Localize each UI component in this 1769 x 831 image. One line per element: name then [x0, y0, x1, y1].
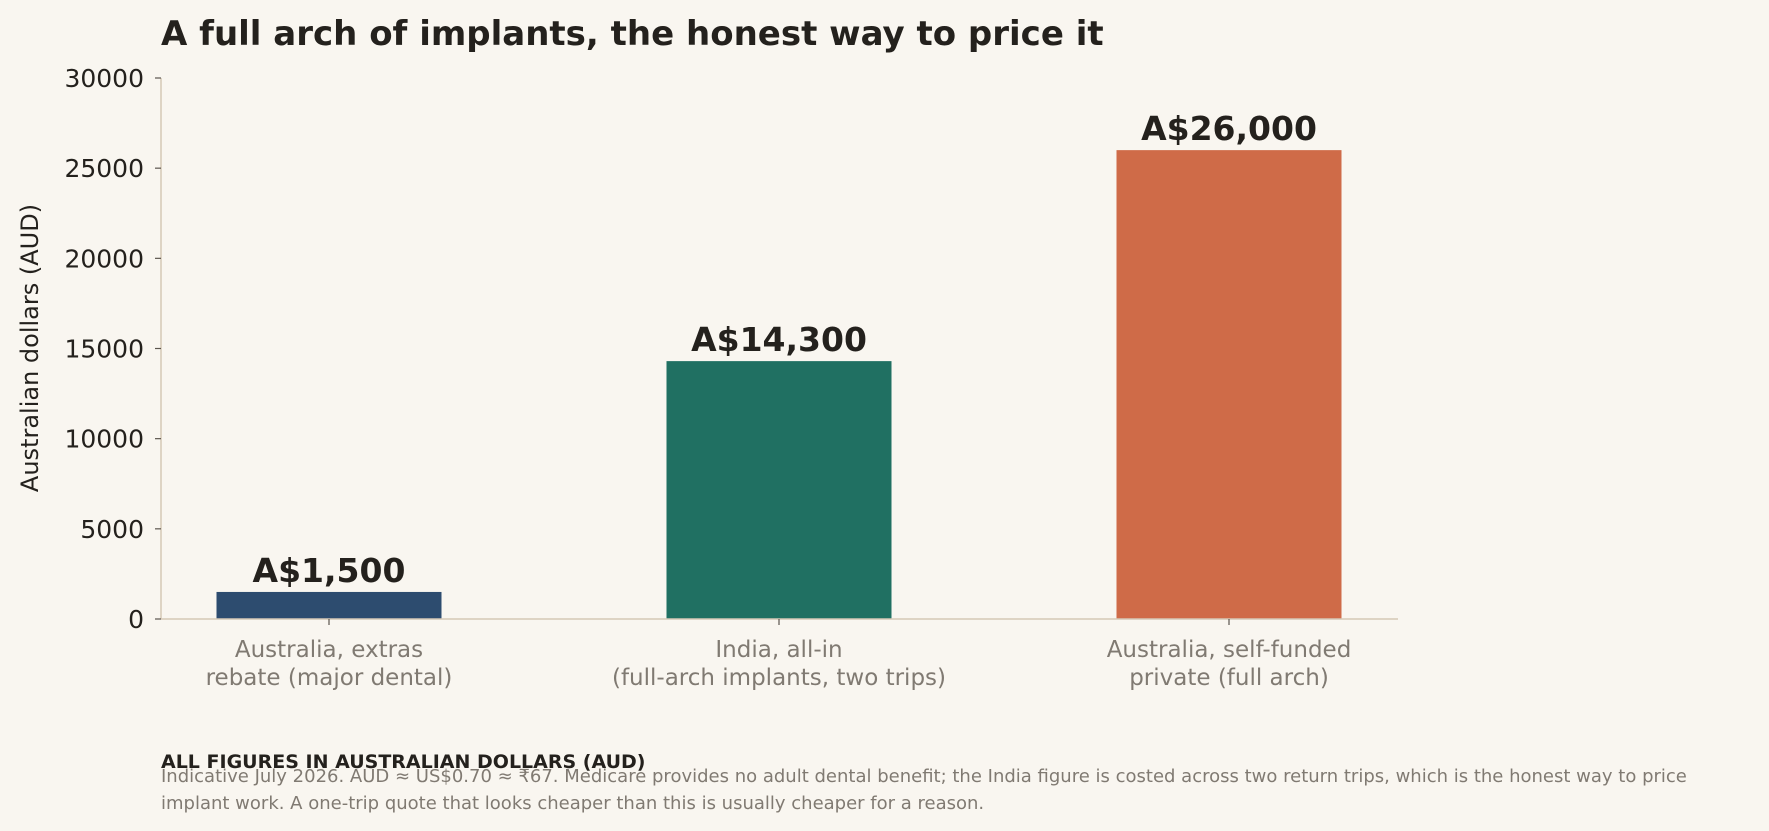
y-tick-label: 25000 — [64, 154, 144, 183]
y-tick-label: 30000 — [64, 64, 144, 93]
bars: A$1,500 A$14,300 A$26,000 — [216, 109, 1342, 619]
bar-value-label: A$1,500 — [253, 551, 406, 590]
footer-note: Indicative July 2026. AUD ≈ US$0.70 ≈ ₹6… — [161, 766, 1687, 814]
footer-heading: ALL FIGURES IN AUSTRALIAN DOLLARS (AUD) — [161, 751, 646, 773]
y-tick-label: 0 — [128, 605, 144, 634]
y-tick-label: 20000 — [64, 244, 144, 273]
y-tick-label: 5000 — [80, 515, 144, 544]
y-tick-label: 15000 — [64, 335, 144, 364]
x-tick-label: Australia, extras rebate (major dental) — [206, 637, 453, 691]
bar — [666, 361, 892, 619]
bar — [1116, 150, 1342, 619]
y-axis-label: Australian dollars (AUD) — [16, 204, 44, 492]
bar — [216, 591, 442, 619]
x-axis: Australia, extras rebate (major dental) In… — [161, 618, 1398, 691]
y-axis: 0 5000 10000 15000 20000 25000 30000 — [64, 64, 162, 634]
bar-value-label: A$26,000 — [1141, 109, 1317, 148]
bar-value-label: A$14,300 — [691, 320, 867, 359]
chart-title: A full arch of implants, the honest way … — [161, 14, 1104, 54]
x-tick-label: India, all-in (full-arch implants, two tr… — [612, 637, 946, 691]
y-tick-label: 10000 — [64, 425, 144, 454]
x-tick-label: Australia, self-funded private (full arch… — [1107, 637, 1352, 691]
